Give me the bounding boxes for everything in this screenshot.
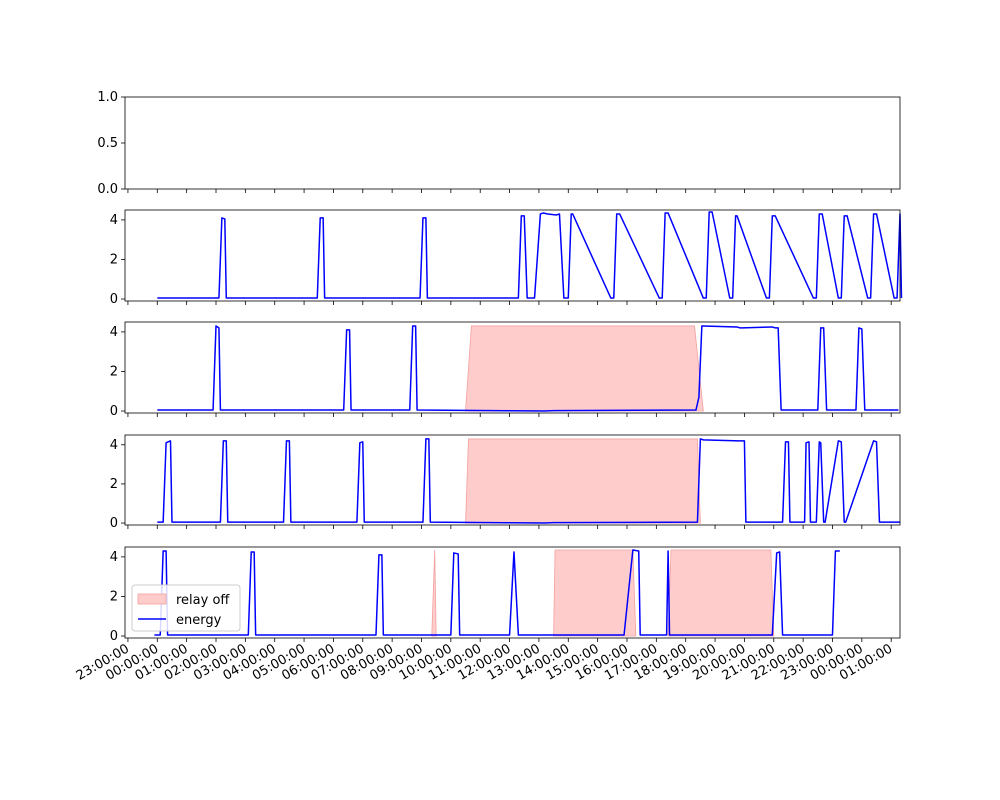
y-tick-label: 4: [110, 213, 118, 228]
y-tick-label: 4: [110, 325, 118, 340]
y-tick-label: 2: [110, 252, 118, 267]
panel-2: 0 2 4: [110, 209, 903, 307]
y-tick-label: 1.0: [97, 90, 118, 105]
relay-off-area: [667, 549, 775, 637]
y-tick-label: 2: [110, 364, 118, 379]
panel-5: 0 2 4: [110, 546, 901, 644]
legend: relay off energy: [131, 584, 241, 632]
relay-off-area: [431, 549, 437, 637]
y-tick-label: 0: [110, 292, 118, 307]
y-tick-label: 0: [110, 404, 118, 419]
y-tick-label: 0.0: [97, 182, 118, 197]
relay-off-area: [465, 438, 701, 524]
relay-off-area: [465, 325, 704, 412]
y-tick-label: 4: [110, 550, 118, 565]
y-tick-label: 0: [110, 629, 118, 644]
legend-swatch-relay-off: [137, 593, 167, 605]
axes-frame: [124, 546, 901, 639]
y-tick-label: 2: [110, 477, 118, 492]
energy-line: [157, 438, 900, 524]
energy-line: [154, 549, 840, 636]
panel-3: 0 2 4: [110, 321, 901, 419]
axes-frame: [124, 209, 901, 302]
y-tick-label: 2: [110, 589, 118, 604]
energy-line: [157, 325, 899, 412]
legend-label: energy: [176, 613, 222, 628]
axes-frame: [124, 96, 901, 190]
y-tick-label: 0: [110, 516, 118, 531]
panel-1: 0.0 0.5 1.0: [97, 90, 901, 197]
panel-4: 0 2 4: [110, 434, 901, 531]
energy-line: [157, 211, 903, 299]
y-tick-label: 4: [110, 438, 118, 453]
axes-frame: [124, 434, 901, 526]
axes-frame: [124, 321, 901, 414]
relay-off-area: [553, 549, 637, 637]
y-tick-label: 0.5: [97, 136, 118, 151]
legend-label: relay off: [176, 593, 230, 608]
